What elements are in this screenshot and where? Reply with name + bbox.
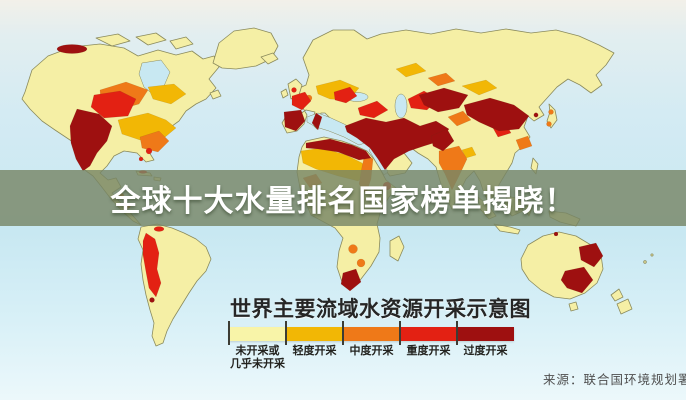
legend-swatch-heavy: [400, 327, 457, 341]
legend-swatch-light: [286, 327, 343, 341]
arctic-islands: [95, 32, 222, 100]
caspian-sea: [394, 93, 408, 119]
greenland: [212, 27, 279, 70]
british-isles: [280, 78, 303, 100]
legend-tick: [228, 321, 230, 345]
headline-text: 全球十大水量排名国家榜单揭晓！: [110, 185, 576, 218]
mediterranean-sea: [306, 112, 369, 146]
legend-item-over: 过度开采: [463, 345, 508, 357]
legend-item-unexploited: 未开采或 几乎未开采: [229, 345, 286, 371]
legend-tick: [456, 321, 458, 345]
legend-color-bar: [229, 327, 514, 341]
map-title: 世界主要流域水资源开采示意图: [230, 298, 531, 321]
legend-tick: [342, 321, 344, 345]
legend-item-moderate: 中度开采: [349, 345, 394, 357]
madagascar: [389, 235, 405, 262]
source-credit: 来源：联合国环境规划署: [543, 373, 686, 387]
legend-swatch-over: [457, 327, 514, 341]
over-exploitation-regions: [56, 44, 604, 303]
legend-tick: [399, 321, 401, 345]
legend-swatch-unexploited: [229, 327, 286, 341]
legend-tick: [285, 321, 287, 345]
australia: [520, 231, 604, 300]
inland-seas: [138, 59, 408, 176]
new-zealand: [610, 288, 633, 315]
pacific-islet: [643, 260, 647, 264]
legend-label-line2: 几乎未开采: [230, 358, 285, 370]
pacific-islet: [650, 253, 654, 257]
headline-banner: 全球十大水量排名国家榜单揭晓！: [0, 170, 686, 226]
tasmania: [568, 301, 579, 312]
legend-label-line1: 未开采或: [235, 345, 280, 357]
legend-swatch-moderate: [343, 327, 400, 341]
legend-item-light: 轻度开采: [292, 345, 337, 357]
heavy-exploitation-regions: [90, 86, 512, 298]
legend-item-heavy: 重度开采: [406, 345, 451, 357]
iceland: [260, 52, 279, 65]
